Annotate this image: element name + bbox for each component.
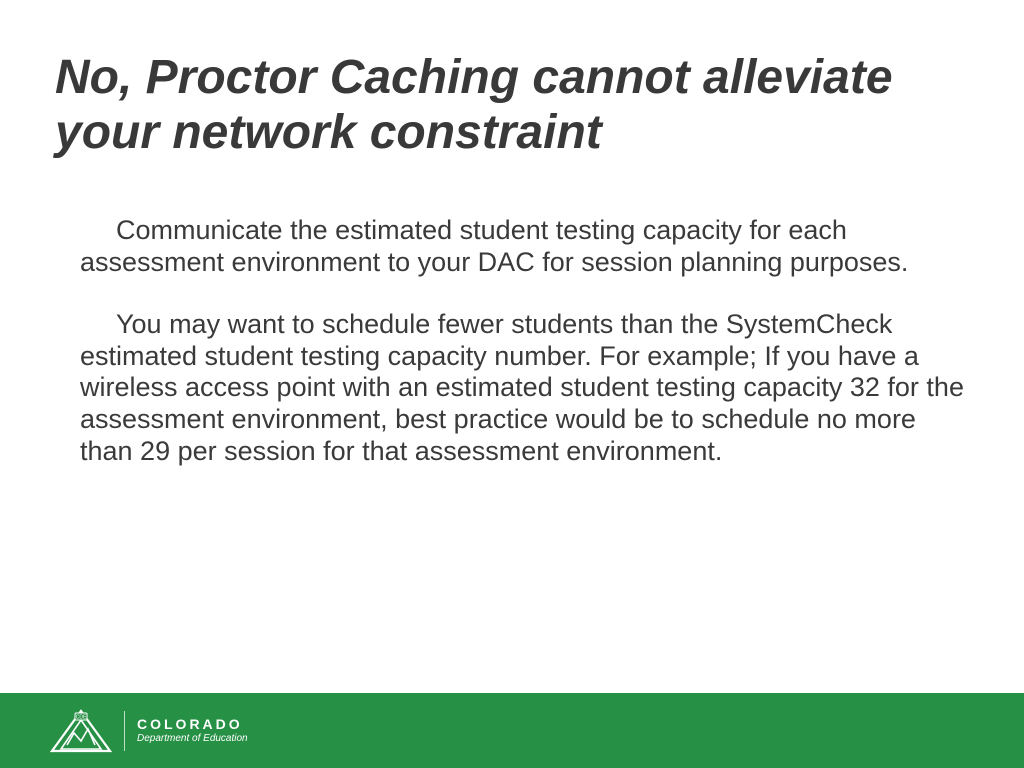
logo-badge-text: CDE — [76, 714, 87, 720]
body-paragraph: You may want to schedule fewer students … — [80, 309, 964, 468]
slide-title: No, Proctor Caching cannot alleviate you… — [55, 50, 969, 160]
slide: No, Proctor Caching cannot alleviate you… — [0, 0, 1024, 768]
footer-logo: CDE COLORADO Department of Education — [50, 709, 248, 753]
body-paragraph: Communicate the estimated student testin… — [80, 215, 964, 279]
mountain-logo-icon: CDE — [50, 709, 112, 753]
footer-bar: CDE COLORADO Department of Education — [0, 693, 1024, 768]
logo-subtext: Department of Education — [137, 733, 248, 744]
slide-body: Communicate the estimated student testin… — [80, 215, 964, 498]
logo-divider — [124, 711, 125, 751]
logo-name: COLORADO — [137, 717, 248, 732]
logo-text-block: COLORADO Department of Education — [137, 717, 248, 743]
